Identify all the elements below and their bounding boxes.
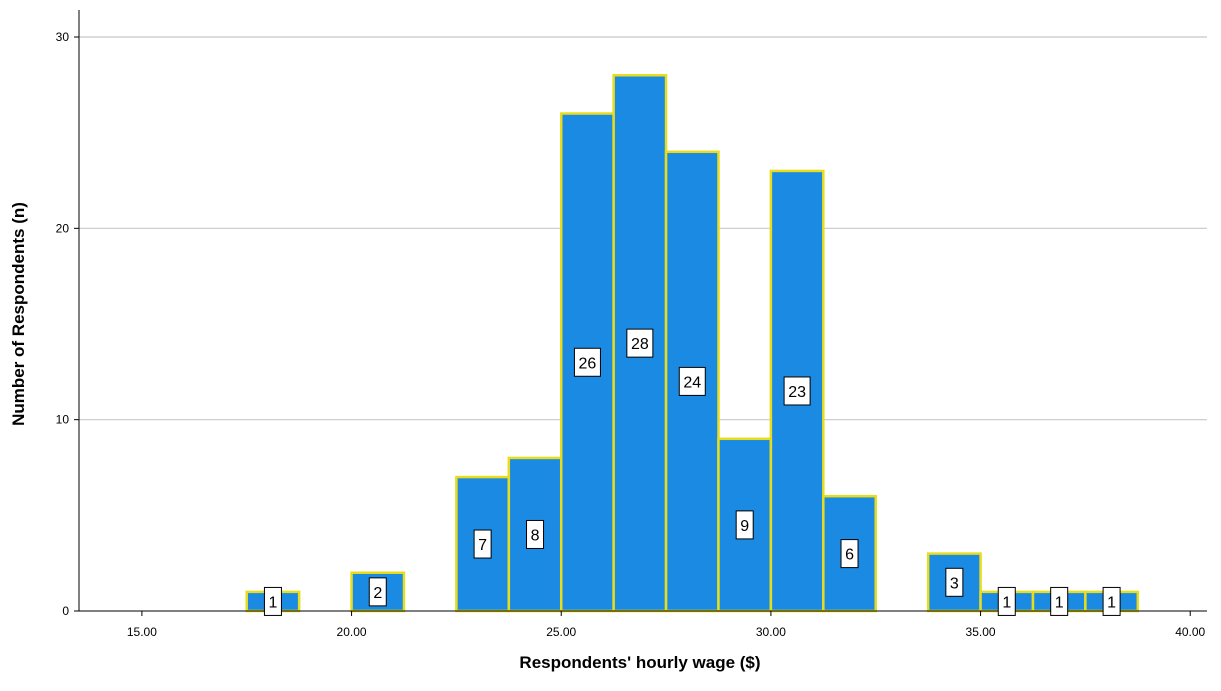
data-labels: 1 2 7 8 26 28 24 9 23 6 3 1 1 1 [263, 328, 1121, 616]
tick-labels: 0 10 20 30 15.00 20.00 25.00 30.00 35.00 40.00 [56, 30, 1206, 639]
bar-count-label-box [573, 347, 601, 377]
bar-count-label-text: 23 [788, 384, 806, 401]
bar-count-label-box [735, 510, 754, 540]
bar-count-label-box [526, 519, 545, 549]
bar-count-label: 1 [1102, 586, 1121, 616]
bar-count-label-box [1050, 586, 1069, 616]
bar-count-label-box [997, 586, 1016, 616]
bar-count-label: 26 [573, 347, 601, 377]
bar-count-label-text: 1 [1055, 594, 1064, 611]
bar-count-label-text: 2 [373, 585, 382, 602]
bar-count-label: 24 [678, 366, 706, 396]
x-axis-title: Respondents' hourly wage ($) [519, 653, 760, 672]
bar-count-label-text: 24 [683, 374, 701, 391]
bar-count-label: 1 [1050, 586, 1069, 616]
bar-count-label: 1 [997, 586, 1016, 616]
bars [245, 74, 1140, 613]
x-tick-label: 25.00 [546, 625, 576, 639]
bar-count-label: 8 [526, 519, 545, 549]
bar-count-label-box [368, 577, 387, 607]
bar-count-label-box [840, 539, 859, 569]
bar-count-label-text: 26 [579, 355, 597, 372]
x-tick-label: 40.00 [1175, 625, 1205, 639]
x-tick-label: 20.00 [337, 625, 367, 639]
bar-count-label-text: 1 [268, 594, 277, 611]
bar-count-label: 9 [735, 510, 754, 540]
bar-count-label-text: 6 [845, 547, 854, 564]
bar-count-label-text: 7 [478, 537, 487, 554]
bar-count-label-box [473, 529, 492, 559]
bar-count-label-box [626, 328, 654, 358]
bar-count-label-box [783, 376, 811, 406]
bar-count-label-text: 1 [1107, 594, 1116, 611]
bar-count-label: 28 [626, 328, 654, 358]
bar-count-label-text: 1 [1002, 594, 1011, 611]
bar-count-label-box [945, 567, 964, 597]
y-tick-label: 30 [56, 30, 70, 44]
x-tick-label: 15.00 [127, 625, 157, 639]
bar-count-label: 3 [945, 567, 964, 597]
y-tick-label: 0 [62, 604, 69, 618]
y-tick-label: 20 [56, 221, 70, 235]
y-axis-title: Number of Respondents (n) [9, 202, 28, 426]
bar-count-label-text: 9 [740, 518, 749, 535]
bar-count-label-box [678, 366, 706, 396]
bar-count-label: 2 [368, 577, 387, 607]
x-tick-label: 35.00 [966, 625, 996, 639]
bar-count-label: 1 [263, 586, 282, 616]
bar-count-label-box [263, 586, 282, 616]
bar-count-label-text: 28 [631, 336, 649, 353]
x-tick-label: 30.00 [756, 625, 786, 639]
bar-count-label: 23 [783, 376, 811, 406]
bar-count-label: 6 [840, 539, 859, 569]
bar-count-label: 7 [473, 529, 492, 559]
bar-count-label-text: 8 [531, 527, 540, 544]
y-tick-label: 10 [56, 413, 70, 427]
bar-count-label-text: 3 [950, 575, 959, 592]
bar-count-label-box [1102, 586, 1121, 616]
